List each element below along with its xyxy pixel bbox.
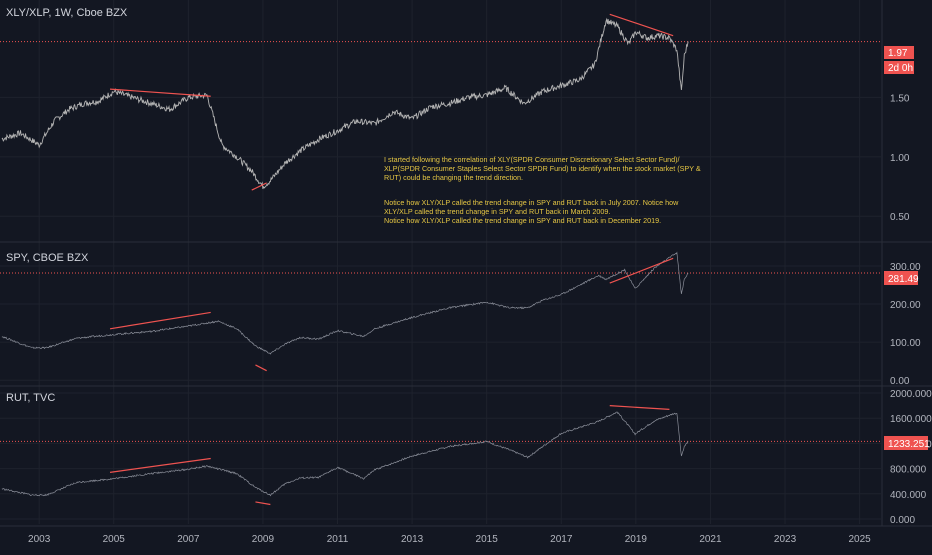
- trendline-drawing[interactable]: [609, 405, 670, 411]
- series-line-spy: [1, 251, 689, 355]
- pane-title-spy: SPY, CBOE BZX: [6, 252, 89, 264]
- x-tick-label: 2017: [550, 534, 573, 545]
- trendline-drawing[interactable]: [255, 364, 267, 372]
- y-tick-label: 100.00: [890, 338, 921, 349]
- y-tick-label: 0.00: [890, 376, 910, 387]
- annotation-line: RUT) could be changing the trend directi…: [384, 173, 523, 182]
- last-value-badge-rut: 1233.251: [884, 436, 930, 450]
- x-tick-label: 2015: [476, 534, 499, 545]
- last-value-badge-xly-xlp: 1.97 2d 0h: [884, 46, 914, 74]
- annotation-line: XLY/XLP called the trend change in SPY a…: [384, 207, 610, 216]
- x-tick-label: 2011: [327, 534, 349, 545]
- last-value-label: 1.97: [888, 48, 908, 59]
- countdown-label: 2d 0h: [888, 63, 913, 74]
- trendline-drawing[interactable]: [109, 311, 211, 330]
- last-value-label: 1233.251: [888, 439, 930, 450]
- y-tick-label: 0.000: [890, 515, 915, 526]
- trendline-drawing[interactable]: [251, 182, 267, 191]
- y-tick-label: 800.000: [890, 465, 927, 476]
- x-tick-label: 2007: [177, 534, 200, 545]
- x-tick-label: 2003: [28, 534, 51, 545]
- x-tick-label: 2013: [401, 534, 424, 545]
- y-tick-label: 1.00: [890, 153, 910, 164]
- annotation-text-block: I started following the correlation of X…: [384, 155, 701, 225]
- trendline-drawing[interactable]: [609, 13, 674, 37]
- annotation-line: XLP(SPDR Consumer Staples Select Sector …: [384, 164, 701, 173]
- x-tick-label: 2009: [252, 534, 275, 545]
- series-line-xly_xlp: [1, 17, 689, 190]
- y-tick-label: 0.50: [890, 212, 910, 223]
- trendline-drawing[interactable]: [109, 457, 211, 473]
- last-value-label: 281.49: [888, 274, 919, 285]
- x-tick-label: 2005: [103, 534, 126, 545]
- last-value-badge-spy: 281.49: [884, 271, 919, 285]
- annotation-line: I started following the correlation of X…: [384, 155, 679, 164]
- trendline-layer: [109, 13, 674, 506]
- trendline-drawing[interactable]: [255, 501, 271, 506]
- y-tick-label: 1600.000: [890, 414, 932, 425]
- pane-title-rut: RUT, TVC: [6, 392, 55, 404]
- y-tick-label: 2000.000: [890, 389, 932, 400]
- annotation-line: Notice how XLY/XLP called the trend chan…: [384, 216, 661, 225]
- y-tick-label: 200.00: [890, 300, 921, 311]
- annotation-line: Notice how XLY/XLP called the trend chan…: [384, 198, 679, 207]
- series-line-rut: [1, 411, 689, 497]
- y-tick-label: 400.000: [890, 490, 927, 501]
- trendline-drawing[interactable]: [109, 88, 211, 97]
- x-tick-label: 2023: [774, 534, 797, 545]
- y-tick-label: 1.50: [890, 93, 910, 104]
- y-tick-label: 300.00: [890, 262, 921, 273]
- pane-title-xly-xlp: XLY/XLP, 1W, Cboe BZX: [6, 7, 128, 19]
- series-layer: [1, 17, 689, 497]
- x-tick-label: 2025: [848, 534, 871, 545]
- grid-layer: [0, 0, 932, 527]
- trendline-drawing[interactable]: [609, 257, 674, 284]
- x-tick-label: 2021: [699, 534, 722, 545]
- x-tick-label: 2019: [625, 534, 648, 545]
